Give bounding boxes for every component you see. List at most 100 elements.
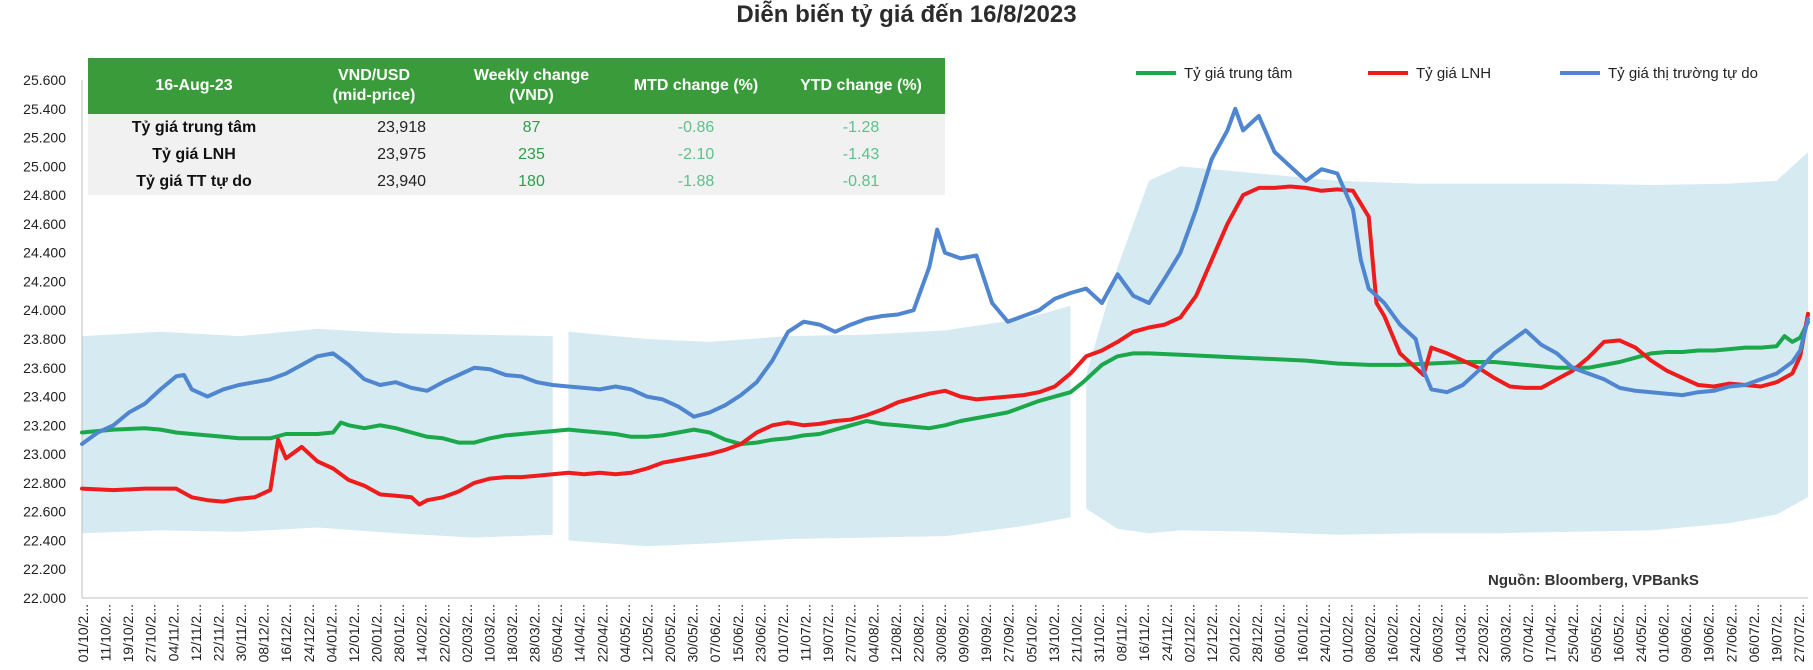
legend: Tỷ giá trung tâm Tỷ giá LNH Tỷ giá thị trư… (1136, 65, 1758, 82)
x-tick-label: 08/12/2... (256, 604, 272, 662)
y-tick-label: 24.800 (23, 187, 66, 203)
y-tick-label: 23.000 (23, 446, 66, 462)
x-tick-label: 30/08/2... (933, 604, 949, 662)
x-tick-label: 08/11/2... (1114, 604, 1130, 661)
y-tick-label: 25.200 (23, 130, 66, 146)
x-tick-label: 14/04/2... (572, 604, 588, 662)
row-label: Tỷ giá trung tâm (88, 114, 300, 141)
y-tick-label: 22.600 (23, 504, 66, 520)
y-tick-label: 23.400 (23, 389, 66, 405)
y-tick-label: 22.000 (23, 590, 66, 606)
x-tick-label: 24/02/2... (1407, 604, 1423, 662)
x-tick-label: 04/05/2... (617, 604, 633, 662)
x-tick-label: 27/07/2... (1791, 604, 1807, 662)
series-lines (80, 106, 1810, 507)
source-note: Nguồn: Bloomberg, VPBankS (1488, 572, 1699, 589)
x-tick-label: 22/02/2... (436, 604, 452, 662)
x-tick-label: 02/12/2... (1181, 604, 1197, 662)
row-label: Tỷ giá LNH (88, 141, 300, 168)
table-row: Tỷ giá TT tự do 23,940 180 -1.88 -0.81 (88, 168, 945, 195)
y-tick-label: 22.800 (23, 475, 66, 491)
x-tick-label: 24/01/2... (1317, 604, 1333, 662)
x-tick-label: 16/01/2... (1294, 604, 1310, 662)
x-tick-label: 12/12/2... (1204, 604, 1220, 662)
series-line-1 (80, 184, 1810, 507)
x-tick-label: 06/03/2... (1430, 604, 1446, 662)
series-line-0 (80, 320, 1810, 446)
x-tick-label: 19/07/2... (820, 604, 836, 662)
y-tick-label: 24.400 (23, 245, 66, 261)
y-tick-label: 25.000 (23, 158, 66, 174)
x-tick-label: 09/06/2... (1678, 604, 1694, 662)
x-tick-label: 16/11/2... (1136, 604, 1152, 661)
x-tick-label: 24/11/2... (1159, 604, 1175, 661)
x-tick-label: 15/06/2... (730, 604, 746, 662)
table-header-date: 16-Aug-23 (88, 58, 300, 114)
table-header-row: 16-Aug-23 VND/USD (mid-price) Weekly cha… (88, 58, 945, 114)
x-tick-label: 02/03/2... (459, 604, 475, 662)
x-tick-label: 30/11/2... (233, 604, 249, 661)
x-tick-label: 16/12/2... (278, 604, 294, 662)
x-tick-label: 05/10/2... (1023, 604, 1039, 662)
y-tick-label: 25.400 (23, 101, 66, 117)
x-tick-label: 17/04/2... (1543, 604, 1559, 662)
y-tick-label: 24.600 (23, 216, 66, 232)
x-tick-label: 11/10/2... (98, 604, 114, 661)
x-tick-label: 01/07/2... (775, 604, 791, 662)
x-axis-ticks: 01/10/2... 11/10/2... 19/10/2... 27/10/2...… (75, 604, 1807, 662)
axes (81, 80, 1808, 599)
x-tick-label: 06/01/2... (1272, 604, 1288, 662)
x-tick-label: 06/07/2... (1746, 604, 1762, 662)
x-tick-label: 19/06/2... (1701, 604, 1717, 662)
ytd-change-cell: -1.28 (777, 114, 945, 141)
row-label: Tỷ giá TT tự do (88, 168, 300, 195)
y-tick-label: 22.200 (23, 561, 66, 577)
y-tick-label: 24.200 (23, 273, 66, 289)
x-tick-label: 19/10/2... (120, 604, 136, 662)
x-tick-label: 24/05/2... (1633, 604, 1649, 662)
x-tick-label: 27/10/2... (143, 604, 159, 662)
band-segment-1 (568, 305, 1071, 547)
x-tick-label: 07/06/2... (707, 604, 723, 662)
mid-price-cell: 23,918 (300, 114, 448, 141)
x-tick-label: 20/12/2... (1227, 604, 1243, 662)
x-tick-label: 05/05/2... (1588, 604, 1604, 662)
x-tick-label: 08/02/2... (1362, 604, 1378, 662)
y-tick-label: 22.400 (23, 532, 66, 548)
ytd-change-cell: -1.43 (777, 141, 945, 168)
x-tick-label: 01/10/2... (75, 604, 91, 662)
y-tick-label: 24.000 (23, 302, 66, 318)
table-row: Tỷ giá trung tâm 23,918 87 -0.86 -1.28 (88, 114, 945, 141)
x-tick-label: 10/03/2... (481, 604, 497, 662)
mtd-change-cell: -0.86 (615, 114, 777, 141)
x-tick-label: 16/02/2... (1385, 604, 1401, 662)
summary-table: 16-Aug-23 VND/USD (mid-price) Weekly cha… (88, 58, 945, 195)
y-tick-label: 23.600 (23, 360, 66, 376)
x-tick-label: 01/06/2... (1656, 604, 1672, 662)
x-tick-label: 12/08/2... (888, 604, 904, 662)
x-tick-label: 28/12/2... (1249, 604, 1265, 662)
legend-label: Tỷ giá LNH (1416, 65, 1491, 82)
table-header-mid: VND/USD (mid-price) (300, 58, 448, 114)
x-tick-label: 20/05/2... (662, 604, 678, 662)
mid-price-cell: 23,940 (300, 168, 448, 195)
x-tick-label: 22/04/2... (594, 604, 610, 662)
x-tick-label: 24/12/2... (301, 604, 317, 662)
x-tick-label: 22/08/2... (910, 604, 926, 662)
x-tick-label: 21/10/2... (1068, 604, 1084, 662)
x-tick-label: 05/04/2... (549, 604, 565, 662)
x-tick-label: 20/01/2... (369, 604, 385, 662)
legend-label: Tỷ giá trung tâm (1184, 65, 1292, 82)
x-tick-label: 30/03/2... (1497, 604, 1513, 662)
x-tick-label: 27/09/2... (1001, 604, 1017, 662)
x-tick-label: 11/07/2... (798, 604, 814, 661)
x-tick-label: 12/01/2... (346, 604, 362, 662)
x-tick-label: 25/04/2... (1565, 604, 1581, 662)
x-tick-label: 14/02/2... (414, 604, 430, 662)
x-tick-label: 18/03/2... (504, 604, 520, 662)
x-tick-label: 04/01/2... (323, 604, 339, 662)
x-tick-label: 16/05/2... (1610, 604, 1626, 662)
x-tick-label: 19/09/2... (978, 604, 994, 662)
table-header-mtd: MTD change (%) (615, 58, 777, 114)
